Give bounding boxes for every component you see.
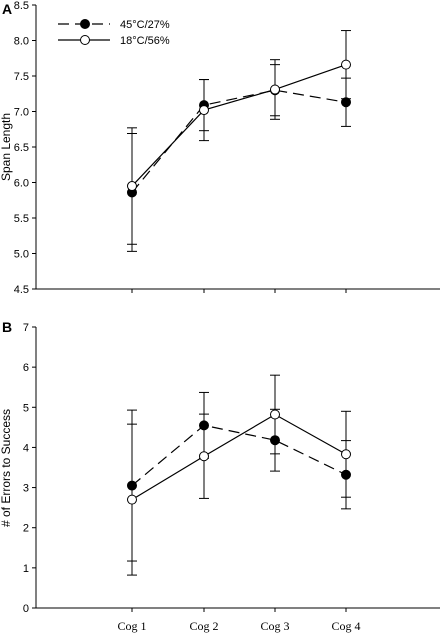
panel-b-series-1-point (199, 420, 209, 431)
panel-a-y-tick-label: 5.0 (14, 249, 29, 261)
panel-a-y-tick-label: 6.5 (14, 142, 29, 154)
panel-a-series-2-line (131, 64, 347, 187)
panel-a-axes: 4.5 5.0 5.5 6.0 6.5 7.0 7.5 8.0 8.5 (14, 0, 440, 296)
panel-a: A Span Length 4.5 5.0 5.5 6.0 6.5 7.0 7.5 8.0 8.… (0, 0, 440, 296)
panel-b-y-tick-label: 2 (23, 523, 29, 535)
panel-b-y-axis-title: # of Errors to Success (0, 409, 13, 527)
panel-b-series-2-point (270, 409, 280, 420)
panel-b-y-tick-label: 3 (23, 483, 29, 495)
panel-a-y-tick-label: 7.5 (14, 71, 29, 83)
legend-marker (80, 35, 90, 45)
panel-b-category-labels: Cog 1 Cog 2 Cog 3 Cog 4 (117, 619, 360, 633)
panel-b-series-1-point (270, 435, 280, 446)
panel-b-y-tick-label: 5 (23, 402, 29, 414)
panel-a-series-1-point (341, 97, 351, 108)
panel-b-series-1-point (127, 480, 137, 491)
panel-a-y-tick-label: 8.0 (14, 36, 29, 48)
panel-b-y-tick-label: 6 (23, 362, 29, 374)
panel-b-series-2-point (341, 449, 351, 460)
panel-b-series-1-point (341, 469, 351, 480)
legend-marker (80, 19, 90, 29)
panel-b-y-tick-label: 0 (23, 603, 29, 615)
panel-b-y-tick-label: 1 (23, 563, 29, 575)
legend-label: 18°C/56% (120, 35, 170, 47)
panel-b-series-2-line (131, 413, 347, 501)
panel-b-y-tick-label: 7 (23, 322, 29, 334)
category-label: Cog 2 (189, 619, 218, 633)
panel-b-label: B (2, 319, 12, 335)
panel-a-y-tick-label: 7.0 (14, 107, 29, 119)
panel-b-marks (127, 374, 351, 576)
panel-b-series-1-line (131, 424, 347, 487)
panel-a-series-2-point (199, 105, 209, 116)
panel-a-series-1-line (131, 89, 347, 193)
category-label: Cog 1 (117, 619, 146, 633)
panel-b-axes: 0 1 2 3 4 5 6 7 (23, 322, 440, 615)
panel-a-y-tick-label: 5.5 (14, 213, 29, 225)
panel-a-y-tick-label: 6.0 (14, 178, 29, 190)
panel-a-y-tick-label: 8.5 (14, 0, 29, 12)
legend-label: 45°C/27% (120, 19, 170, 31)
panel-b-series-2-point (199, 451, 209, 462)
panel-b-series-2-point (127, 494, 137, 505)
panel-a-y-axis-title: Span Length (0, 113, 13, 181)
category-label: Cog 3 (260, 619, 289, 633)
panel-a-y-tick-label: 4.5 (14, 284, 29, 296)
panel-a-series-2-point (127, 181, 137, 192)
panel-a-marks (127, 30, 351, 252)
panel-a-legend: 45°C/27% 18°C/56% (58, 19, 170, 47)
panel-a-series-2-point (341, 59, 351, 70)
panel-a-series-2-point (270, 84, 280, 95)
panel-b-y-tick-label: 4 (23, 442, 29, 454)
category-label: Cog 4 (331, 619, 360, 633)
panel-a-label: A (2, 1, 12, 17)
